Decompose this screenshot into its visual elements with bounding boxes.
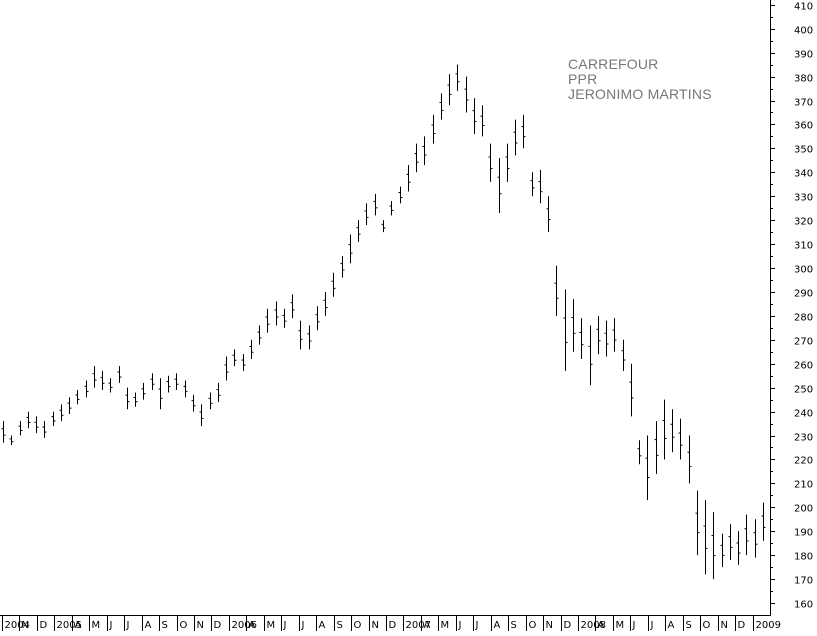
x-tick-label: 2007 [406, 620, 431, 631]
x-tick-label: 2006 [232, 620, 257, 631]
x-tick-label: M [441, 620, 450, 631]
y-tick-label: 280 [794, 313, 813, 324]
x-tick-label: S [511, 620, 517, 631]
x-tick-label: M [92, 620, 101, 631]
y-tick-label: 270 [794, 337, 813, 348]
y-tick-label: 410 [794, 2, 813, 13]
x-tick-label: N [22, 620, 29, 631]
x-tick-label: D [389, 620, 397, 631]
x-tick-label: N [721, 620, 728, 631]
y-tick-label: 290 [794, 289, 813, 300]
x-tick-label: A [249, 620, 256, 631]
x-tick-label: J [301, 620, 305, 631]
y-tick-label: 390 [794, 50, 813, 61]
legend-entry-carrefour: CARREFOUR [568, 56, 659, 72]
price-bars [1, 64, 766, 580]
legend-entry-jeronimo-martins: JERONIMO MARTINS [568, 86, 712, 102]
x-tick-label: A [319, 620, 326, 631]
y-tick-label: 180 [794, 552, 813, 563]
x-tick-label: J [650, 620, 654, 631]
x-tick-label: J [475, 620, 479, 631]
y-tick-label: 320 [794, 217, 813, 228]
x-tick-label: S [686, 620, 692, 631]
axes-group [0, 0, 771, 616]
x-tick-label: N [197, 620, 204, 631]
y-tick-label: 230 [794, 433, 813, 444]
y-tick-label: 190 [794, 528, 813, 539]
y-tick-label: 340 [794, 169, 813, 180]
x-tick-label: O [180, 620, 188, 631]
y-tick-label: 200 [794, 504, 813, 515]
x-tick-label: 2009 [756, 620, 781, 631]
x-tick-label: J [283, 620, 287, 631]
x-tick-label: A [424, 620, 431, 631]
x-tick-label: N [372, 620, 379, 631]
y-axis-ticks: 160 170 180 190 200 210 220 230 240 250 260 270 280 2… [770, 2, 813, 611]
x-tick-label: O [529, 620, 537, 631]
x-tick-label: 2008 [581, 620, 606, 631]
y-tick-label: 360 [794, 121, 813, 132]
x-tick-label: D [738, 620, 746, 631]
y-tick-label: 350 [794, 145, 813, 156]
x-tick-label: D [214, 620, 222, 631]
x-tick-label: D [40, 620, 48, 631]
y-tick-label: 260 [794, 361, 813, 372]
y-tick-label: 210 [794, 480, 813, 491]
x-tick-label: A [598, 620, 605, 631]
y-tick-label: 330 [794, 193, 813, 204]
x-tick-label: A [494, 620, 501, 631]
x-tick-label: S [337, 620, 343, 631]
x-tick-label: D [564, 620, 572, 631]
y-tick-label: 220 [794, 456, 813, 467]
x-tick-label: M [616, 620, 625, 631]
x-tick-label: O [354, 620, 362, 631]
x-tick-label: J [126, 620, 130, 631]
y-tick-label: 170 [794, 576, 813, 587]
x-tick-label: A [75, 620, 82, 631]
y-tick-label: 250 [794, 385, 813, 396]
y-tick-label: 300 [794, 265, 813, 276]
x-tick-label: 2004 [5, 620, 30, 631]
x-tick-label: O [703, 620, 711, 631]
x-tick-label: M [267, 620, 276, 631]
y-tick-label: 160 [794, 600, 813, 611]
y-tick-label: 380 [794, 74, 813, 85]
legend-entry-ppr: PPR [568, 71, 598, 87]
y-tick-label: 310 [794, 241, 813, 252]
x-tick-label: J [632, 620, 636, 631]
x-tick-label: 2005 [57, 620, 82, 631]
y-tick-label: 370 [794, 98, 813, 109]
chart-legend: CARREFOUR PPR JERONIMO MARTINS [568, 57, 712, 102]
x-tick-label: S [162, 620, 168, 631]
y-tick-label: 400 [794, 26, 813, 37]
x-tick-label: J [109, 620, 113, 631]
x-tick-label: N [546, 620, 553, 631]
x-tick-label: A [668, 620, 675, 631]
x-tick-label: J [458, 620, 462, 631]
y-tick-label: 240 [794, 409, 813, 420]
x-tick-label: A [145, 620, 152, 631]
